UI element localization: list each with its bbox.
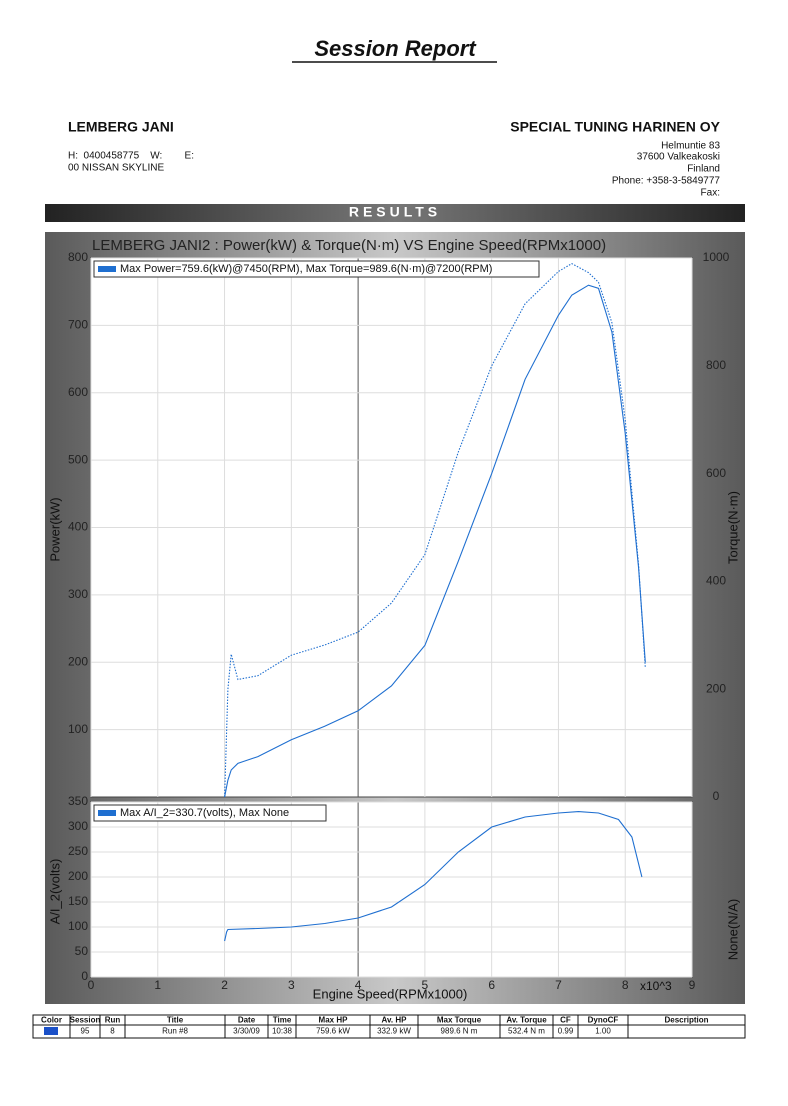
y-tick-label: 250 (68, 844, 88, 858)
table-cell: 532.4 N m (508, 1027, 545, 1036)
report-title: Session Report (314, 36, 477, 61)
y2-tick-label: 1000 (703, 250, 730, 264)
y-tick-label: 350 (68, 794, 88, 808)
table-header: Av. Torque (506, 1016, 547, 1025)
legend-box (93, 260, 540, 278)
y-tick-label: 300 (68, 819, 88, 833)
y2-tick-label: 800 (706, 358, 726, 372)
customer-phone: H: 0400458775 W: E: (68, 151, 194, 162)
table-cell: Run #8 (162, 1027, 188, 1036)
series-line (224, 811, 643, 942)
y-tick-label: 600 (68, 385, 88, 399)
legend-text: Max Power=759.6(kW)@7450(RPM), Max Torqu… (120, 263, 492, 275)
table-cell: 3/30/09 (233, 1027, 260, 1036)
section-bar (45, 204, 745, 222)
legend-swatch (98, 810, 116, 816)
results-table (32, 1014, 746, 1039)
address-line: 37600 Valkeakoski (637, 152, 720, 163)
x-tick-label: 7 (555, 978, 562, 992)
table-cell: 332.9 kW (377, 1027, 411, 1036)
table-header: Time (273, 1016, 292, 1025)
x-tick-label: 3 (288, 978, 295, 992)
table-header: CF (560, 1016, 571, 1025)
x-tick-label: 6 (488, 978, 495, 992)
section-title: RESULTS (349, 204, 441, 220)
table-header: Av. HP (382, 1016, 408, 1025)
table-header: Session (70, 1016, 101, 1025)
table-header: Date (238, 1016, 256, 1025)
y-axis-label: A/I_2(volts) (47, 859, 62, 925)
y-tick-label: 200 (68, 869, 88, 883)
legend-swatch (98, 266, 116, 272)
y2-tick-label: 400 (706, 574, 726, 588)
table-cell: 759.6 kW (316, 1027, 350, 1036)
x-tick-label: 4 (355, 978, 362, 992)
y2-axis-label: None(N/A) (725, 899, 740, 960)
y-tick-label: 50 (75, 944, 89, 958)
legend-box (93, 804, 327, 822)
series-line (224, 262, 646, 798)
x-axis-label: Engine Speed(RPMx1000) (313, 986, 468, 1001)
table-header: Color (41, 1016, 62, 1025)
series-line (224, 284, 646, 798)
y-tick-label: 150 (68, 894, 88, 908)
company-name: SPECIAL TUNING HARINEN OY (510, 119, 720, 135)
y2-tick-label: 600 (706, 466, 726, 480)
table-header: DynoCF (588, 1016, 619, 1025)
table-cell: 989.6 N m (441, 1027, 478, 1036)
y-tick-label: 200 (68, 654, 88, 668)
vehicle: 00 NISSAN SKYLINE (68, 163, 164, 174)
address-line: Helmuntie 83 (661, 141, 720, 152)
table-cell: 1.00 (595, 1027, 611, 1036)
table-header: Description (664, 1016, 708, 1025)
y-tick-label: 700 (68, 318, 88, 332)
y-tick-label: 100 (68, 722, 88, 736)
y-axis-label: Power(kW) (47, 497, 62, 561)
x-tick-label: 9 (689, 978, 696, 992)
chart-title: LEMBERG JANI2 : Power(kW) & Torque(N·m) … (92, 237, 606, 254)
table-cell: 0.99 (558, 1027, 574, 1036)
y2-axis-label: Torque(N·m) (725, 491, 740, 564)
x-tick-label: 0 (88, 978, 95, 992)
y-tick-label: 0 (81, 969, 88, 983)
table-header: Run (105, 1016, 121, 1025)
company-fax: Fax: (701, 188, 720, 199)
table-header: Title (167, 1016, 184, 1025)
y-tick-label: 800 (68, 250, 88, 264)
legend-text: Max A/I_2=330.7(volts), Max None (120, 807, 289, 819)
table-cell: 8 (110, 1027, 115, 1036)
table-cell: 95 (81, 1027, 90, 1036)
y-tick-label: 300 (68, 587, 88, 601)
y-tick-label: 400 (68, 520, 88, 534)
table-header: Max HP (319, 1016, 349, 1025)
y-tick-label: 500 (68, 452, 88, 466)
address-line: Finland (687, 164, 720, 175)
table-cell: 10:38 (272, 1027, 293, 1036)
y2-tick-label: 200 (706, 681, 726, 695)
x-tick-label: 1 (154, 978, 161, 992)
x-tick-label: 2 (221, 978, 228, 992)
plot-area (90, 801, 693, 978)
color-swatch (44, 1027, 58, 1035)
y2-tick-label: 0 (713, 789, 720, 803)
x-tick-label: 8 (622, 978, 629, 992)
x-tick-label: 5 (422, 978, 429, 992)
company-phone: Phone: +358-3-5849777 (612, 176, 721, 187)
table-header: Max Torque (437, 1016, 482, 1025)
customer-name: LEMBERG JANI (68, 119, 174, 135)
x-unit: x10^3 (640, 979, 672, 993)
y-tick-label: 100 (68, 919, 88, 933)
